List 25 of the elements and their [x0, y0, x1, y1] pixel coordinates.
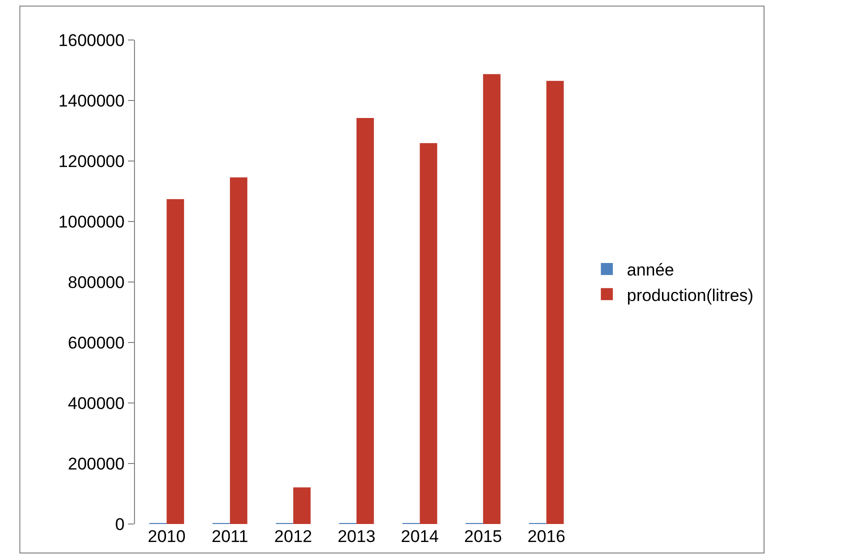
x-tick-label: 2012 [274, 527, 312, 546]
y-tick-label: 800000 [68, 272, 125, 292]
y-tick-label: 600000 [68, 333, 125, 352]
bar [356, 118, 374, 524]
y-tick-label: 1000000 [58, 212, 125, 232]
x-tick-label: 2014 [400, 527, 439, 546]
x-tick-label: 2010 [148, 527, 186, 546]
y-tick-label: 1400000 [58, 91, 125, 110]
x-tick-label: 2013 [338, 527, 376, 546]
legend-label: année [626, 260, 674, 280]
bar [483, 74, 500, 524]
y-tick-label: 200000 [68, 454, 125, 474]
y-tick-label: 1600000 [58, 30, 125, 50]
y-tick-label: 1200000 [58, 152, 125, 171]
x-tick-label: 2011 [212, 527, 248, 546]
x-tick-label: 2016 [527, 527, 566, 546]
x-tick-label: 2015 [464, 527, 502, 546]
bar [166, 199, 184, 524]
legend-label: production(litres) [626, 286, 754, 305]
bar [230, 177, 248, 524]
bar [546, 80, 564, 524]
y-tick-label: 0 [115, 514, 125, 534]
bar [420, 143, 438, 524]
y-tick-label: 400000 [68, 394, 125, 413]
bar [293, 487, 311, 524]
